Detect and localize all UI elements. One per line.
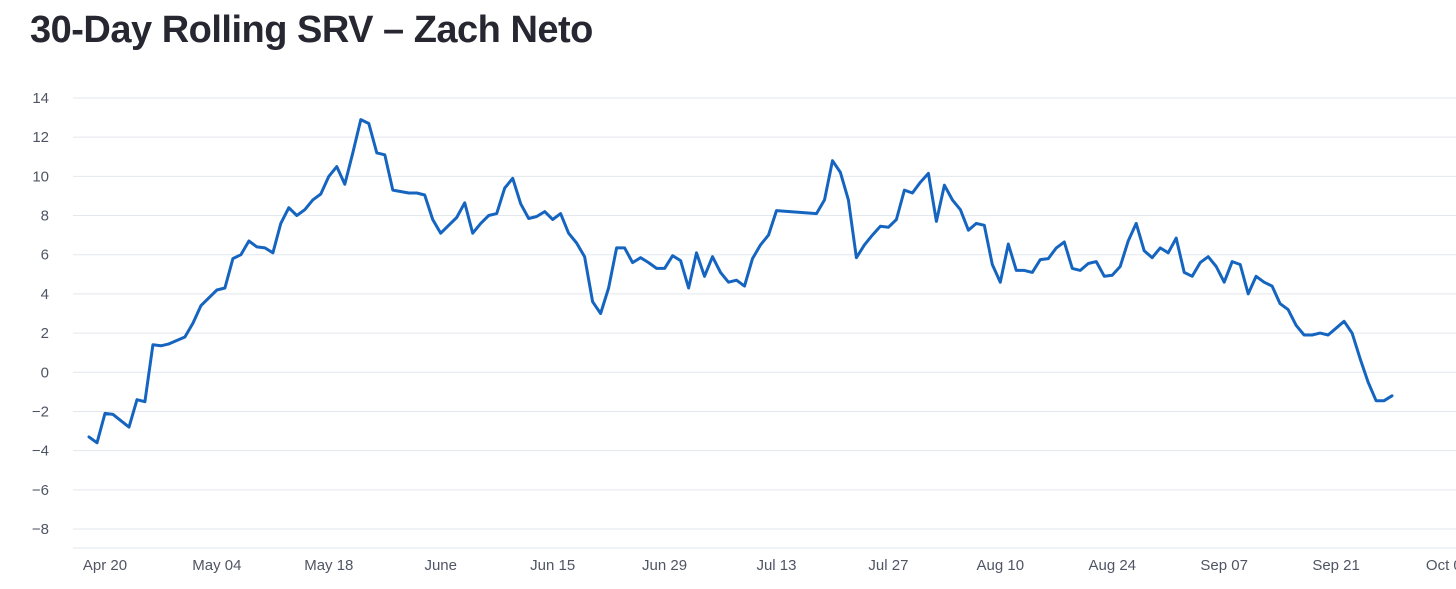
y-tick-label: 14 [32,90,49,107]
y-tick-label: 4 [41,286,49,303]
x-tick-label: Aug 10 [977,557,1025,574]
y-tick-label: −6 [32,482,49,499]
x-tick-label: May 18 [304,557,353,574]
x-tick-label: Jun 15 [530,557,575,574]
x-tick-label: Sep 21 [1312,557,1360,574]
x-tick-label: Aug 24 [1088,557,1136,574]
y-tick-label: −2 [32,403,49,420]
page-title: 30-Day Rolling SRV – Zach Neto [30,9,593,51]
x-tick-label: June [424,557,457,574]
y-axis-ticks: 14 12 10 8 6 4 2 0 −2 −4 −6 −8 [32,90,49,538]
x-tick-label: Jul 27 [868,557,908,574]
gridlines [73,97,1456,549]
x-tick-label: Apr 20 [83,557,127,574]
x-axis-ticks: Apr 20 May 04 May 18 June Jun 15 Jun 29 Jul 13… [83,557,1456,574]
y-tick-label: 6 [41,247,49,264]
y-tick-label: 0 [41,364,49,381]
x-tick-label: May 04 [192,557,241,574]
y-tick-label: 10 [32,168,49,185]
y-tick-label: 12 [32,129,49,146]
y-tick-label: −4 [32,443,49,460]
series-layer [87,118,1394,445]
x-tick-label: Oct 05 [1426,557,1456,574]
x-tick-label: Jun 29 [642,557,687,574]
y-tick-label: 2 [41,325,49,342]
y-tick-label: 8 [41,208,49,225]
series-line [87,118,1394,445]
x-tick-label: Sep 07 [1200,557,1248,574]
y-tick-label: −8 [32,521,49,538]
x-tick-label: Jul 13 [756,557,796,574]
